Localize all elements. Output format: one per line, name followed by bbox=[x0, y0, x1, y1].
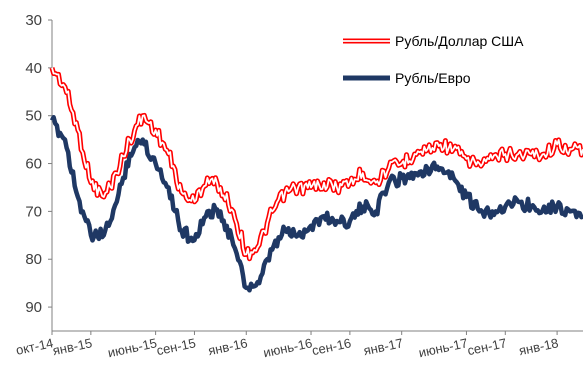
series-eur bbox=[49, 114, 583, 293]
series-usd bbox=[49, 67, 583, 262]
x-tick-label: июнь-16 bbox=[262, 335, 314, 360]
y-tick-label: 30 bbox=[25, 12, 42, 29]
y-tick-label: 60 bbox=[25, 156, 42, 173]
y-tick-label: 40 bbox=[25, 60, 42, 77]
chart-axes bbox=[51, 20, 583, 332]
x-tick-label: янв-17 bbox=[362, 335, 404, 358]
y-tick-label: 80 bbox=[25, 251, 42, 268]
series-usd-line-outer bbox=[49, 67, 583, 262]
x-tick-label: июнь-17 bbox=[417, 335, 469, 360]
y-tick-label: 90 bbox=[25, 299, 42, 316]
legend-item-usd: Рубль/Доллар США bbox=[343, 33, 524, 49]
legend-label-usd: Рубль/Доллар США bbox=[395, 33, 524, 49]
x-tick-label: янв-18 bbox=[518, 335, 560, 358]
y-tick-label: 50 bbox=[25, 108, 42, 125]
series-layer bbox=[49, 67, 583, 293]
legend-item-eur: Рубль/Евро bbox=[343, 70, 471, 86]
y-tick-label: 70 bbox=[25, 203, 42, 220]
x-tick-label: июнь-15 bbox=[106, 335, 158, 360]
x-tick-label: сен-15 bbox=[155, 335, 197, 358]
x-tick-label: сен-17 bbox=[466, 335, 508, 358]
y-axis-ticks: 30 40 50 60 70 80 90 bbox=[25, 12, 52, 316]
x-tick-label: янв-15 bbox=[51, 335, 93, 358]
x-tick-label: янв-16 bbox=[207, 335, 249, 358]
series-usd-line-inner bbox=[51, 67, 583, 260]
legend-label-eur: Рубль/Евро bbox=[395, 70, 471, 86]
x-tick-label: сен-16 bbox=[311, 335, 353, 358]
series-eur-line bbox=[49, 114, 583, 293]
chart-legend: Рубль/Доллар США Рубль/Евро bbox=[343, 33, 524, 86]
x-tick-label: окт-14 bbox=[15, 335, 55, 358]
